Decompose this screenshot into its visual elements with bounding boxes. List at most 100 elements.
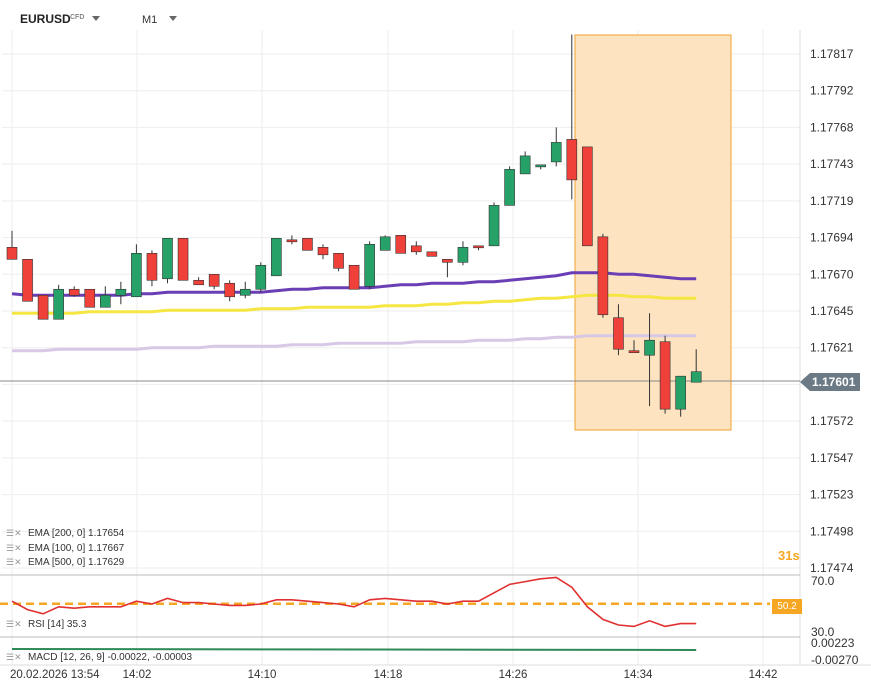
candle bbox=[146, 250, 158, 287]
candle bbox=[68, 286, 80, 297]
candle bbox=[597, 233, 609, 318]
candle-body bbox=[6, 247, 18, 260]
candle bbox=[22, 259, 33, 302]
candle-body bbox=[348, 264, 360, 290]
ema200-legend[interactable]: ☰✕ EMA [200, 0] 1.17654 bbox=[6, 528, 125, 539]
candle-body bbox=[22, 259, 33, 302]
price-label: 1.17670 bbox=[810, 267, 854, 281]
time-label: 14:18 bbox=[374, 669, 403, 681]
macd-line bbox=[11, 648, 697, 651]
candle bbox=[239, 281, 251, 299]
ema500-legend[interactable]: ☰✕ EMA [500, 0] 1.17629 bbox=[6, 557, 125, 568]
candle-body bbox=[255, 264, 267, 290]
symbol-selector[interactable]: EURUSD bbox=[20, 12, 71, 26]
candle-body bbox=[302, 238, 313, 251]
candle bbox=[100, 286, 111, 308]
candle bbox=[6, 230, 18, 260]
candle-body bbox=[146, 253, 158, 281]
settings-icon[interactable]: ☰✕ bbox=[6, 557, 22, 567]
price-label: 1.17474 bbox=[810, 561, 854, 575]
candle bbox=[519, 151, 531, 175]
candle-body bbox=[333, 253, 344, 269]
candle bbox=[410, 241, 422, 255]
candle bbox=[302, 238, 313, 251]
candle-body bbox=[442, 259, 453, 263]
candle bbox=[348, 264, 360, 290]
candle bbox=[224, 280, 235, 302]
highlight-rect bbox=[574, 34, 732, 431]
highlight-zone bbox=[574, 34, 732, 431]
candle bbox=[582, 146, 593, 247]
candle-body bbox=[379, 236, 391, 251]
candle bbox=[675, 375, 686, 417]
candle bbox=[53, 284, 64, 320]
rsi-legend[interactable]: ☰✕ RSI [14] 35.3 bbox=[6, 619, 87, 630]
price-label: 1.17792 bbox=[810, 84, 854, 98]
settings-icon[interactable]: ☰✕ bbox=[6, 619, 22, 629]
price-label: 1.17768 bbox=[810, 120, 854, 134]
settings-icon[interactable]: ☰✕ bbox=[6, 528, 22, 538]
candle-body bbox=[177, 238, 189, 281]
rsi-axis-bottom: 30.0 bbox=[811, 625, 835, 639]
rsi-pane: 70.0 30.0 bbox=[0, 574, 835, 639]
candle-body bbox=[535, 164, 547, 168]
candle-body bbox=[131, 253, 142, 298]
settings-icon[interactable]: ☰✕ bbox=[6, 543, 22, 553]
candle-body bbox=[37, 294, 49, 320]
timeframe-selector[interactable]: M1 bbox=[142, 14, 158, 26]
price-label: 1.17523 bbox=[810, 488, 854, 502]
candle bbox=[37, 294, 49, 320]
symbol-dropdown-icon[interactable] bbox=[92, 16, 100, 21]
candle-body bbox=[504, 169, 515, 206]
candle-body bbox=[208, 273, 220, 287]
candle bbox=[442, 259, 453, 278]
rsi-line bbox=[11, 576, 697, 628]
price-label: 1.17572 bbox=[810, 414, 854, 428]
candle bbox=[628, 340, 640, 354]
candle-body bbox=[162, 238, 173, 280]
price-label: 1.17743 bbox=[810, 157, 854, 171]
candle-body bbox=[271, 238, 282, 277]
candle-body bbox=[613, 317, 624, 350]
candle bbox=[488, 202, 500, 247]
candle bbox=[115, 281, 127, 305]
candle-body bbox=[317, 247, 329, 256]
chart-header: EURUSD CFD M1 bbox=[0, 0, 871, 34]
candle-body bbox=[286, 239, 298, 243]
macd-pane: 0.00223 -0.00270 bbox=[0, 636, 859, 667]
price-label: 1.17547 bbox=[810, 451, 854, 465]
price-label: 1.17817 bbox=[810, 47, 854, 61]
chart-grid bbox=[0, 30, 871, 666]
candle-body bbox=[690, 371, 702, 383]
candle-body bbox=[628, 350, 640, 354]
ema100-line bbox=[12, 293, 697, 315]
candle bbox=[193, 277, 204, 286]
ema100-legend[interactable]: ☰✕ EMA [100, 0] 1.17667 bbox=[6, 543, 125, 554]
price-label: 1.17645 bbox=[810, 304, 854, 318]
candle-body bbox=[115, 288, 127, 296]
timeframe-dropdown-icon[interactable] bbox=[169, 16, 177, 21]
rsi-level-tag: 50.2 bbox=[772, 599, 802, 614]
candle-body bbox=[100, 294, 111, 308]
settings-icon[interactable]: ☰✕ bbox=[6, 652, 22, 662]
candle-body bbox=[644, 339, 655, 356]
candle bbox=[177, 238, 189, 281]
candle-body bbox=[68, 288, 80, 296]
macd-legend[interactable]: ☰✕ MACD [12, 26, 9] -0.00022, -0.00003 bbox=[6, 652, 193, 663]
candle-countdown: 31s bbox=[778, 548, 800, 563]
candle bbox=[535, 164, 547, 170]
candle-body bbox=[659, 341, 671, 410]
candle bbox=[84, 288, 96, 308]
ema500-line bbox=[12, 334, 697, 353]
candle bbox=[208, 273, 220, 290]
time-label: 14:26 bbox=[499, 669, 528, 681]
symbol-type-label: CFD bbox=[70, 14, 85, 21]
candle bbox=[426, 251, 438, 257]
candles bbox=[6, 34, 702, 417]
current-price-tag: 1.17601 bbox=[800, 373, 860, 391]
candle-body bbox=[675, 375, 686, 410]
candle bbox=[504, 166, 515, 206]
candle bbox=[644, 313, 655, 407]
candle bbox=[333, 253, 344, 272]
